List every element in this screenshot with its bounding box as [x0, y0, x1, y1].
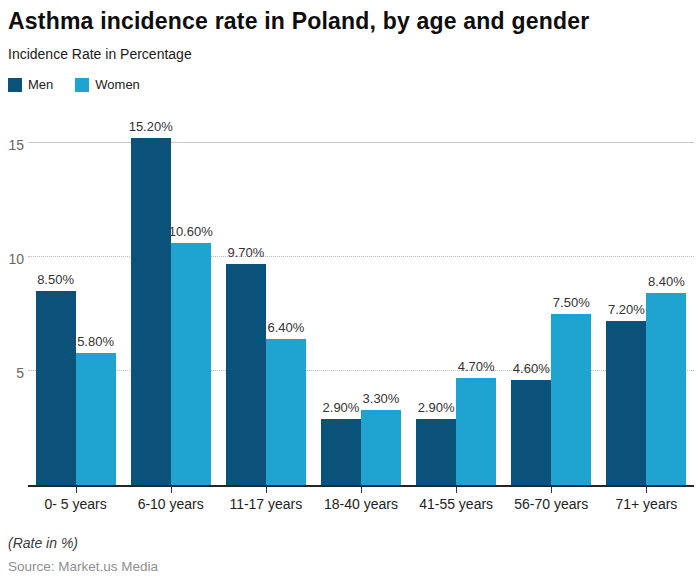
- y-axis-label: 15: [0, 136, 24, 154]
- bar-women-2: 10.60%: [171, 243, 211, 485]
- x-axis-label: 11-17 years: [218, 496, 313, 512]
- x-axis-label: 18-40 years: [313, 496, 408, 512]
- x-axis-tick: [76, 487, 77, 493]
- bar-group-3: 9.70%6.40%: [218, 140, 313, 485]
- bar-women-4: 3.30%: [361, 410, 401, 485]
- x-axis-tick: [551, 487, 552, 493]
- bar-value-label: 5.80%: [77, 334, 114, 349]
- x-axis-label: 41-55 years: [409, 496, 504, 512]
- x-axis-tick: [266, 487, 267, 493]
- bar-value-label: 7.20%: [608, 302, 645, 317]
- bar-value-label: 7.50%: [553, 295, 590, 310]
- chart-title: Asthma incidence rate in Poland, by age …: [8, 8, 589, 35]
- bar-value-label: 6.40%: [267, 320, 304, 335]
- bar-value-label: 8.40%: [648, 274, 685, 289]
- bar-women-3: 6.40%: [266, 339, 306, 485]
- bar-group-5: 2.90%4.70%: [409, 140, 504, 485]
- bar-men-3: 9.70%: [226, 264, 266, 485]
- bar-men-7: 7.20%: [606, 321, 646, 485]
- bar-group-2: 15.20%10.60%: [123, 140, 218, 485]
- bar-value-label: 4.70%: [458, 359, 495, 374]
- bar-men-5: 2.90%: [416, 419, 456, 485]
- x-axis-tick: [361, 487, 362, 493]
- men-color-swatch: [8, 78, 22, 92]
- bar-value-label: 4.60%: [513, 361, 550, 376]
- chart-subtitle: Incidence Rate in Percentage: [8, 46, 192, 62]
- bar-value-label: 2.90%: [323, 400, 360, 415]
- legend-item-women: Women: [75, 77, 140, 92]
- x-axis-tick: [171, 487, 172, 493]
- x-axis-label: 6-10 years: [123, 496, 218, 512]
- bar-group-7: 7.20%8.40%: [599, 140, 694, 485]
- bar-women-1: 5.80%: [76, 353, 116, 485]
- x-axis-label: 0- 5 years: [28, 496, 123, 512]
- bar-women-5: 4.70%: [456, 378, 496, 485]
- bar-value-label: 8.50%: [37, 272, 74, 287]
- bar-value-label: 2.90%: [418, 400, 455, 415]
- women-color-swatch: [75, 78, 89, 92]
- x-axis-label: 56-70 years: [504, 496, 599, 512]
- bar-women-6: 7.50%: [551, 314, 591, 485]
- bar-group-4: 2.90%3.30%: [313, 140, 408, 485]
- x-axis-tick: [646, 487, 647, 493]
- x-axis-tick: [456, 487, 457, 493]
- legend-label-men: Men: [28, 77, 53, 92]
- bar-value-label: 15.20%: [129, 119, 173, 134]
- bar-men-6: 4.60%: [511, 380, 551, 485]
- bar-value-label: 9.70%: [227, 245, 264, 260]
- bar-men-2: 15.20%: [131, 138, 171, 485]
- y-axis-label: 10: [0, 250, 24, 268]
- y-axis-label: 5: [0, 364, 24, 382]
- legend-item-men: Men: [8, 77, 53, 92]
- legend: Men Women: [8, 77, 140, 92]
- bar-men-4: 2.90%: [321, 419, 361, 485]
- bar-value-label: 10.60%: [169, 224, 213, 239]
- legend-label-women: Women: [95, 77, 140, 92]
- bar-group-6: 4.60%7.50%: [504, 140, 599, 485]
- bar-value-label: 3.30%: [363, 391, 400, 406]
- source-credit: Source: Market.us Media: [8, 559, 158, 574]
- bar-group-1: 8.50%5.80%: [28, 140, 123, 485]
- bar-men-1: 8.50%: [36, 291, 76, 485]
- x-axis-labels: 0- 5 years6-10 years11-17 years18-40 yea…: [28, 496, 694, 512]
- plot-area: 8.50%5.80%15.20%10.60%9.70%6.40%2.90%3.3…: [28, 140, 694, 487]
- bar-women-7: 8.40%: [646, 293, 686, 485]
- rate-note: (Rate in %): [8, 535, 78, 551]
- x-axis-label: 71+ years: [599, 496, 694, 512]
- asthma-incidence-chart: Asthma incidence rate in Poland, by age …: [0, 0, 699, 583]
